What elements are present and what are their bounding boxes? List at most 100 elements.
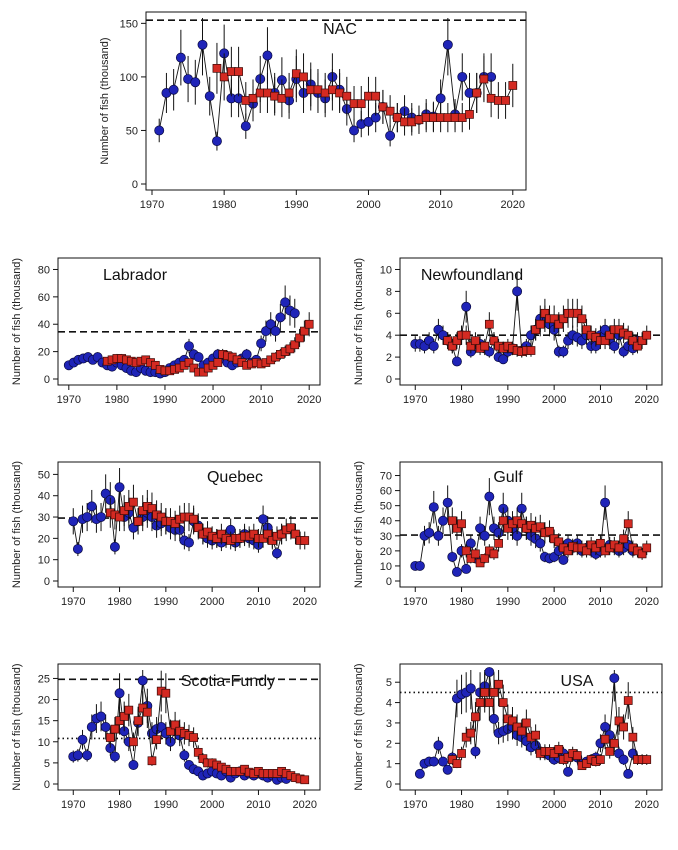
data-point-circle [465, 538, 476, 549]
data-point-square [443, 113, 453, 122]
data-point-square [642, 543, 652, 553]
x-tick-label: 1970 [403, 596, 427, 608]
x-tick-label: 1990 [154, 799, 178, 811]
x-tick-label: 2000 [356, 199, 380, 211]
data-point-square [457, 113, 467, 122]
y-tick-label: 2 [386, 738, 392, 750]
data-point-circle [442, 497, 453, 508]
data-point-circle [428, 756, 439, 767]
data-point-square [234, 67, 243, 76]
data-point-circle [609, 673, 620, 684]
data-point-square [554, 537, 564, 547]
data-point-circle [204, 91, 215, 102]
data-point-square [133, 516, 143, 526]
x-tick-label: 2020 [634, 394, 658, 406]
x-tick-label: 1970 [57, 394, 81, 406]
data-point-square [549, 314, 559, 324]
y-tick-label: 20 [38, 533, 50, 545]
data-point-square [471, 549, 480, 559]
data-point-circle [623, 768, 634, 779]
data-point-square [623, 519, 633, 529]
y-tick-label: 5 [44, 758, 50, 770]
data-point-square [484, 319, 494, 329]
data-point-square [600, 734, 610, 744]
data-point-square [313, 85, 323, 95]
data-point-square [531, 730, 540, 740]
data-point-circle [270, 326, 281, 337]
y-tick-label: 5 [386, 677, 392, 689]
x-tick-label: 1980 [212, 199, 236, 211]
data-point-circle [414, 560, 425, 571]
data-point-square [421, 113, 431, 122]
data-point-circle [442, 39, 453, 50]
data-point-circle [77, 734, 88, 745]
x-tick-label: 2000 [542, 394, 566, 406]
data-point-square [522, 718, 531, 728]
data-point-circle [484, 667, 495, 677]
data-point-square [480, 688, 490, 697]
data-point-circle [184, 537, 194, 548]
data-point-square [392, 113, 402, 122]
data-point-square [147, 504, 157, 513]
data-point-square [498, 698, 508, 707]
x-tick-label: 1970 [403, 394, 427, 406]
x-tick-label: 2010 [588, 596, 612, 608]
data-point-square [577, 314, 587, 324]
x-tick-label: 1990 [154, 596, 178, 608]
plot-frame [57, 461, 321, 588]
data-point-square [466, 554, 476, 563]
data-point-square [227, 67, 236, 76]
x-tick-label: 2020 [501, 199, 525, 211]
data-point-circle [428, 502, 439, 513]
data-point-square [471, 336, 480, 346]
data-point-circle [86, 501, 97, 512]
data-point-square [189, 733, 198, 742]
data-point-circle [433, 530, 444, 541]
data-point-square [614, 716, 624, 726]
y-tick-label: 60 [380, 486, 392, 498]
data-point-square [277, 93, 287, 103]
data-point-square [170, 720, 180, 730]
y-axis-label: Number of fish (thousand) [99, 37, 111, 164]
data-point-square [479, 74, 489, 84]
data-point-square [129, 497, 138, 507]
data-point-square [263, 88, 272, 98]
x-tick-label: 1980 [107, 596, 131, 608]
x-tick-label: 1980 [449, 394, 473, 406]
data-point-square [642, 755, 652, 764]
data-point-circle [82, 512, 93, 522]
x-tick-label: 2010 [249, 394, 273, 406]
data-point-circle [558, 554, 569, 565]
data-point-square [328, 85, 337, 95]
data-point-square [628, 336, 638, 346]
data-point-square [219, 72, 229, 82]
data-point-square [255, 88, 265, 98]
y-tick-label: 80 [38, 264, 50, 276]
data-point-square [605, 747, 615, 756]
data-point-circle [428, 341, 439, 352]
data-point-square [124, 705, 134, 715]
data-point-square [471, 712, 480, 722]
data-point-square [105, 733, 115, 742]
data-point-square [503, 523, 513, 533]
y-axis-label: Number of fish (thousand) [353, 663, 365, 790]
data-point-square [466, 341, 476, 351]
data-point-circle [461, 301, 472, 312]
y-tick-label: 20 [38, 347, 50, 359]
data-point-square [452, 759, 462, 768]
data-point-square [193, 523, 203, 533]
chart-panel-newfoundland: 1970 1980 1990 2000 2010 2020 0 2 4 6 8 10 Number of… [353, 257, 663, 406]
data-point-square [241, 96, 251, 105]
data-point-circle [109, 541, 120, 552]
data-point-square [452, 523, 462, 533]
data-point-circle [82, 750, 93, 761]
y-tick-label: 0 [44, 374, 50, 386]
data-point-square [115, 512, 124, 522]
y-tick-label: 6 [386, 308, 392, 320]
x-tick-label: 2000 [542, 799, 566, 811]
y-tick-label: 0 [386, 779, 392, 791]
y-tick-label: 4 [386, 698, 392, 710]
data-point-circle [600, 497, 611, 508]
y-tick-label: 0 [132, 179, 138, 191]
